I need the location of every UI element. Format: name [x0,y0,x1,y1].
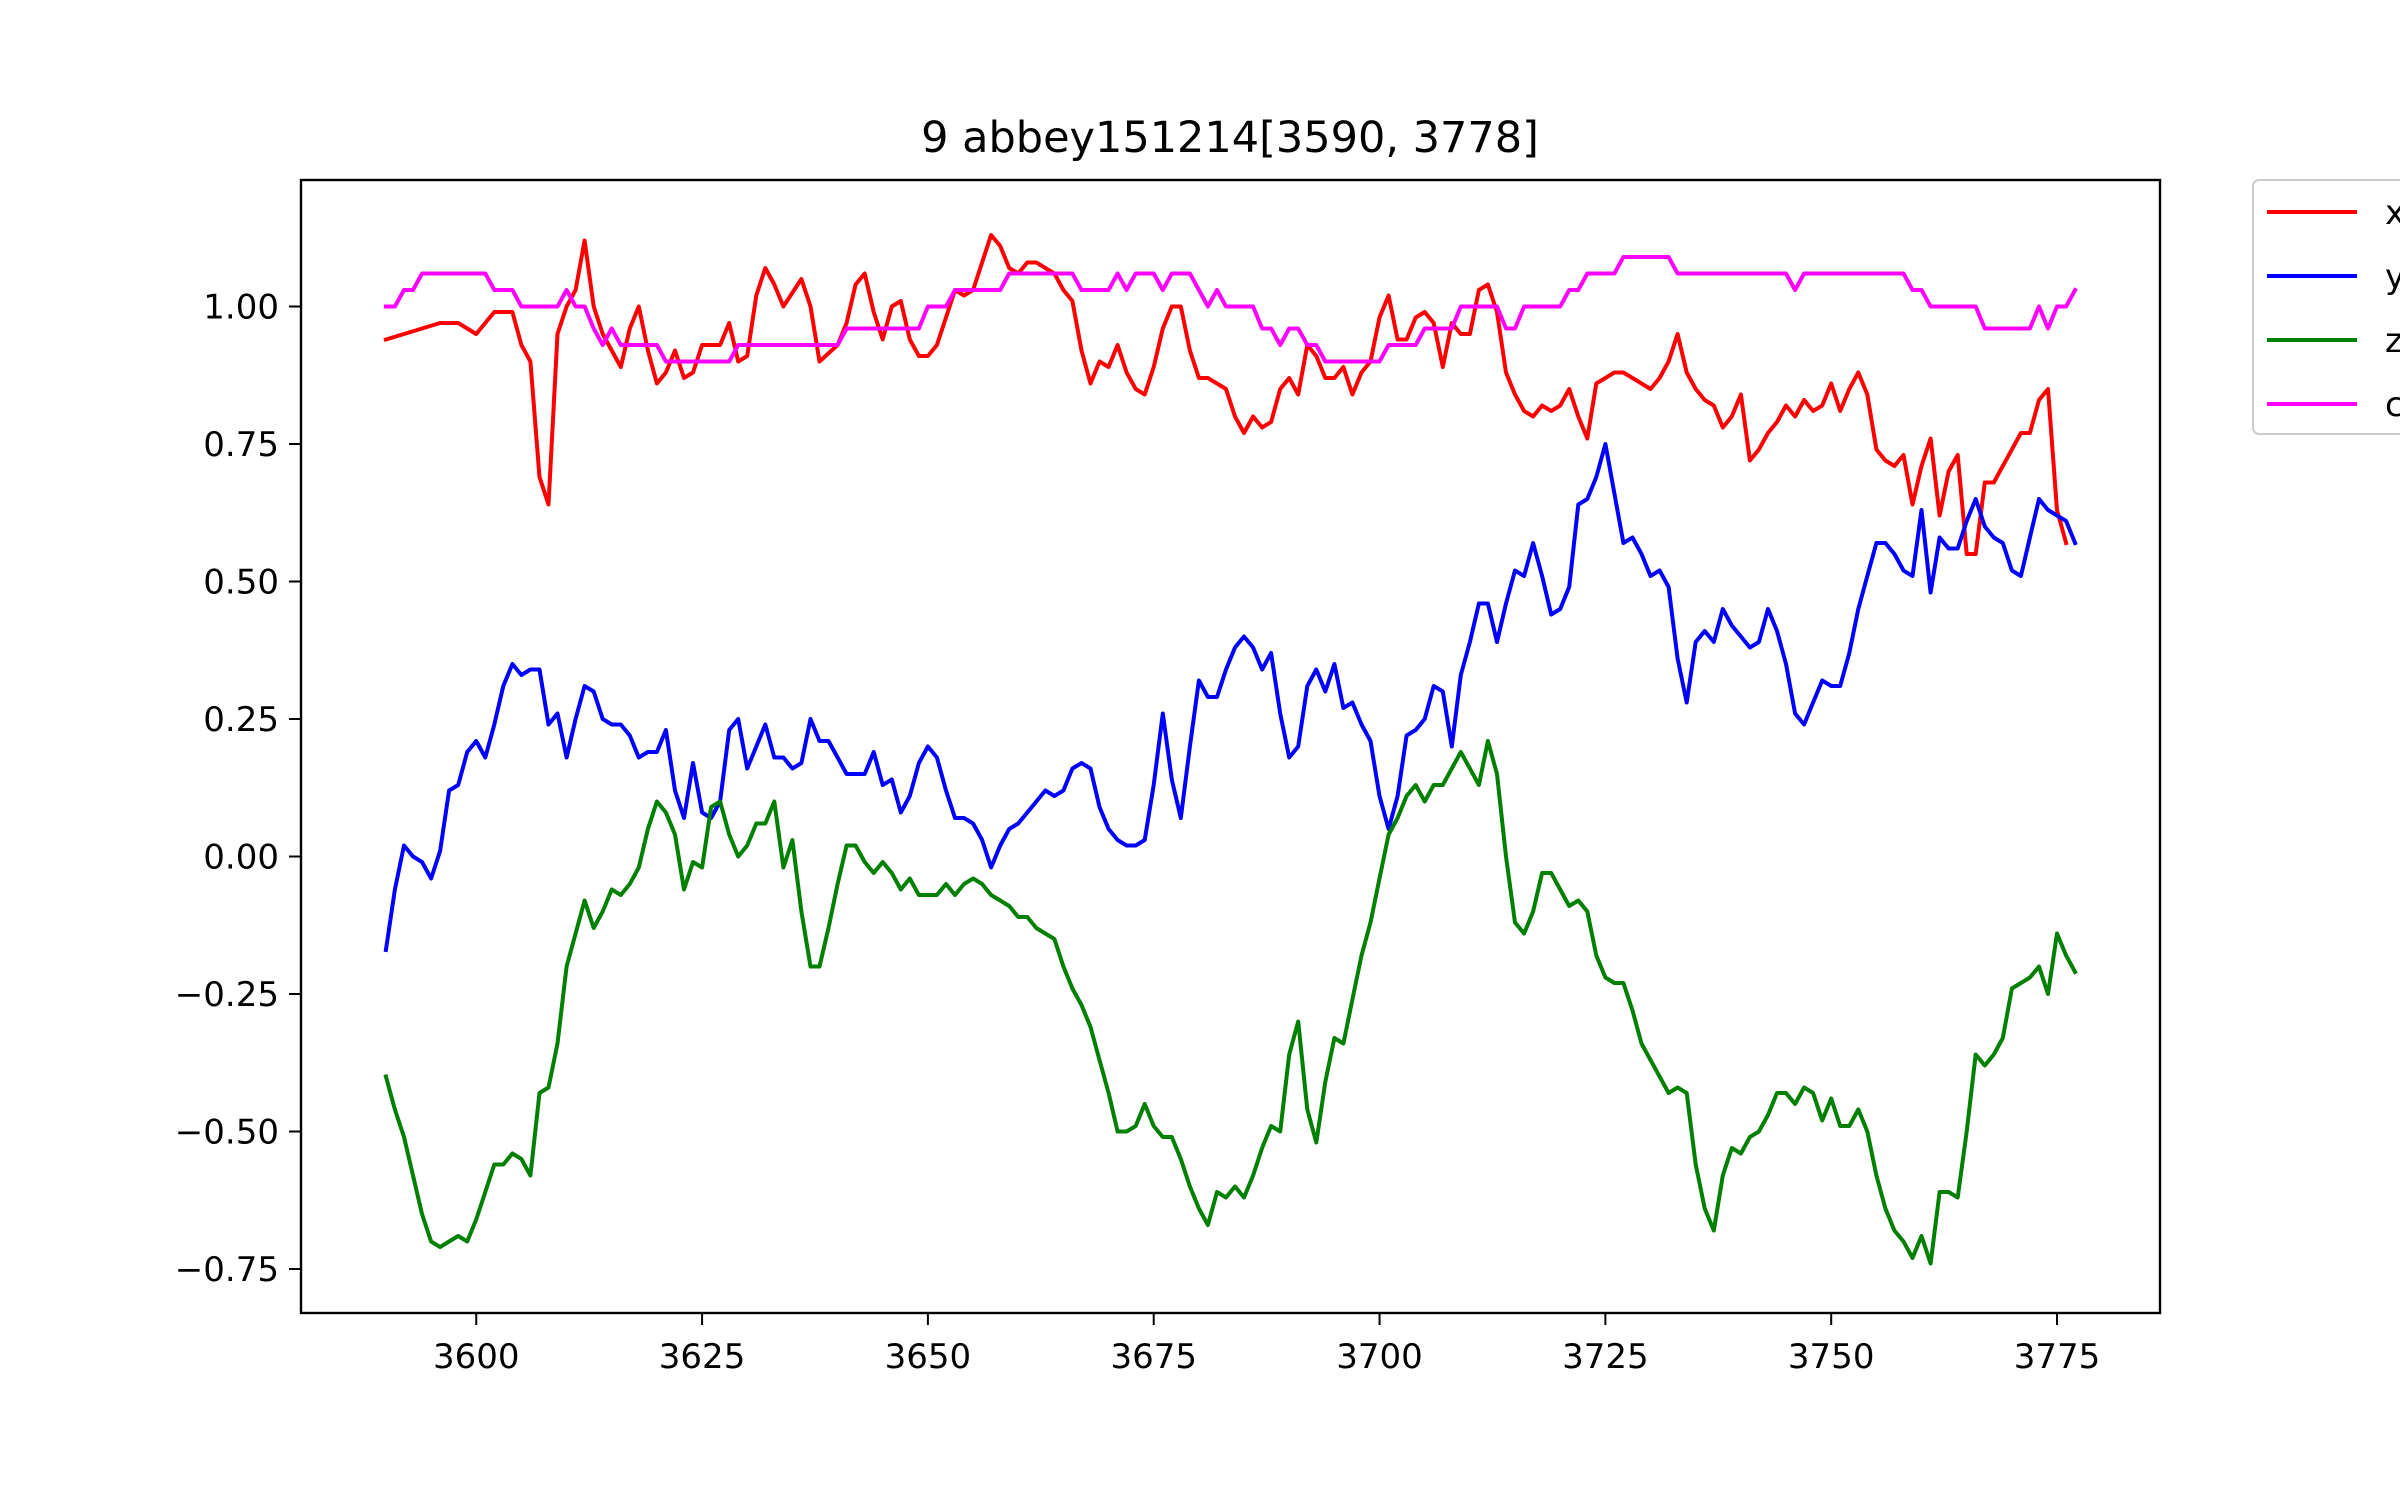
series-line-x [383,233,2069,556]
x-tick-label: 3600 [433,1337,520,1377]
y-tick-label: 1.00 [203,288,279,328]
plot-area-frame [299,178,2162,1315]
y-tick-label: 0.75 [203,425,279,465]
x-tick-label: 3650 [885,1337,972,1377]
x-tick-label: 3700 [1336,1337,1423,1377]
legend-label-z: z [2385,321,2400,361]
y-tick-label: −0.50 [175,1113,279,1153]
y-tick-label: −0.75 [175,1250,279,1290]
y-tick-label: 0.25 [203,700,279,740]
y-tick-label: 0.00 [203,838,279,878]
x-tick-label: 3775 [2014,1337,2101,1377]
series-layer [383,233,2078,1266]
legend-label-x: x [2385,193,2400,233]
series-line-c [383,255,2078,364]
legend-label-c: c [2385,385,2400,425]
x-axis: 3600 3625 3650 3675 3700 3725 3750 3775 [433,1313,2100,1377]
legend-label-y: y [2385,257,2400,297]
y-tick-label: −0.25 [175,975,279,1015]
x-tick-label: 3625 [659,1337,746,1377]
x-tick-label: 3725 [1562,1337,1649,1377]
series-line-z [383,739,2078,1266]
x-tick-label: 3750 [1788,1337,1875,1377]
chart-title: 9 abbey151214[3590, 3778] [921,113,1539,163]
legend-frame [2252,179,2400,435]
series-line-y [383,442,2078,953]
y-axis: −0.75 −0.50 −0.25 0.00 0.25 0.50 0.75 1.00 [175,288,301,1290]
x-tick-label: 3675 [1110,1337,1197,1377]
y-tick-label: 0.50 [203,563,279,603]
